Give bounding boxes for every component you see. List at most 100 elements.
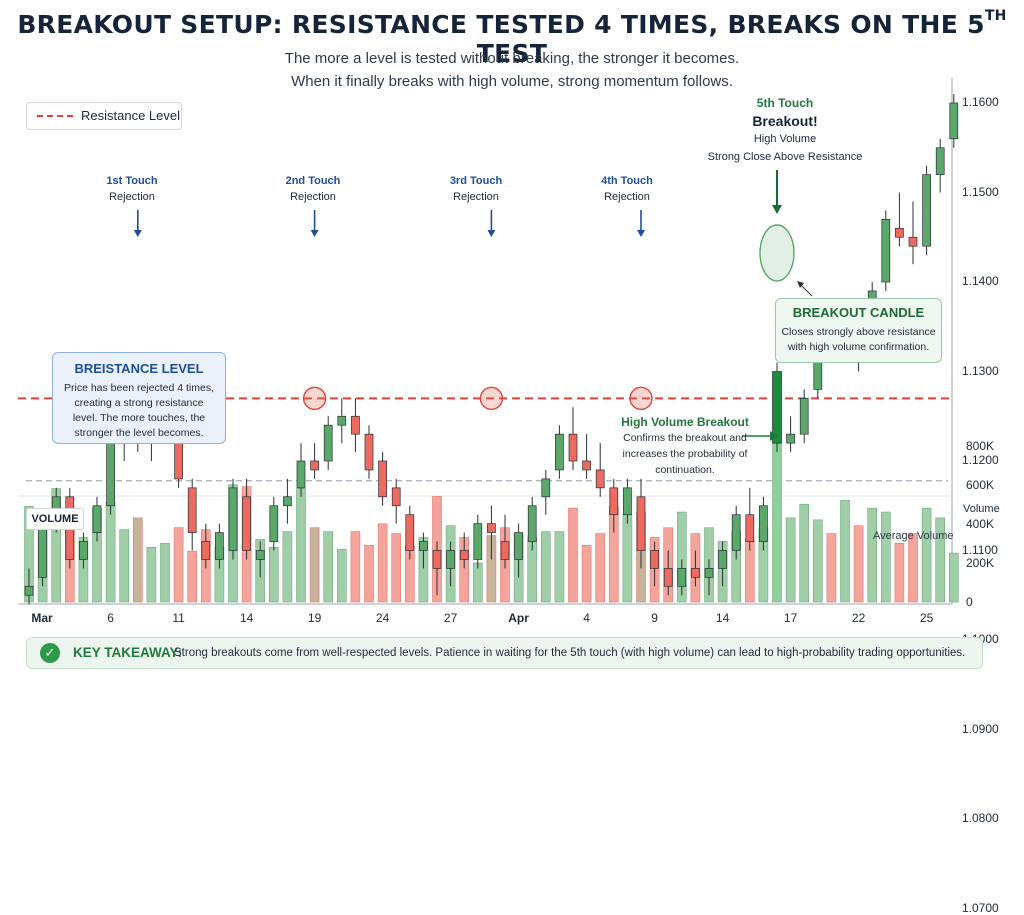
x-tick-label: 6 — [107, 611, 114, 625]
candle-body — [459, 550, 469, 560]
volume-bar — [173, 527, 184, 603]
touch-annotation-1: 1st Touch Rejection — [72, 173, 192, 205]
volume-bar — [364, 544, 374, 603]
fifth-touch-line-2: Strong Close Above Resistance — [707, 151, 863, 163]
volume-tick-label: 200K — [966, 555, 995, 570]
candle-body — [908, 236, 918, 247]
volume-tick-label: 400K — [966, 516, 995, 531]
volume-tick-label: 0 — [966, 595, 973, 609]
candle-body — [922, 174, 931, 247]
volume-bar — [921, 507, 932, 603]
candle-body — [201, 541, 211, 560]
candle-body — [405, 514, 415, 551]
touch-circle — [302, 386, 327, 411]
volume-bar — [391, 533, 402, 603]
touch-title: 4th Touch — [601, 175, 653, 187]
touch-title: 2nd Touch — [285, 175, 341, 187]
title-end: TEST — [476, 39, 548, 68]
candle-body — [79, 541, 88, 560]
resistance-info-box: BREISTANCE LEVEL Price has been rejected… — [52, 352, 226, 444]
volume-bar — [867, 507, 878, 603]
volume-bar — [948, 552, 959, 603]
chart-canvas — [18, 78, 959, 605]
breakout-box-body: Closes strongly above resistance with hi… — [781, 326, 936, 353]
price-tick-label: 1.0700 — [962, 900, 999, 915]
x-tick-label: 4 — [583, 611, 590, 625]
volume-bar — [840, 500, 850, 603]
legend: Resistance Level — [26, 102, 182, 130]
price-tick-label: 1.1100 — [962, 542, 998, 557]
candle-body — [215, 532, 224, 560]
candle-body — [92, 505, 102, 533]
volume-bar — [350, 531, 361, 603]
candle-body — [731, 514, 741, 551]
candle-body — [310, 460, 319, 471]
candle-body — [283, 496, 292, 507]
candle-body — [419, 541, 428, 551]
volume-bar — [105, 501, 116, 603]
candle-body — [269, 505, 279, 542]
price-tick-label: 1.1400 — [962, 274, 999, 288]
key-takeaway-banner: ✓ KEY TAKEAWAY: Strong breakouts come fr… — [26, 637, 983, 669]
x-tick-label: 14 — [239, 611, 254, 625]
high-volume-arrow-head — [770, 431, 778, 441]
x-tick-label: Apr — [508, 611, 529, 625]
volume-axis-title: Volume — [963, 503, 1000, 515]
candle-body — [38, 523, 47, 578]
candle-body — [555, 433, 564, 471]
candle-body — [881, 219, 891, 283]
candle-body — [691, 568, 700, 578]
candle-body — [718, 550, 727, 569]
fifth-touch-headline: Breakout! — [752, 113, 818, 129]
volume-bar — [146, 546, 157, 603]
candle-body — [582, 460, 591, 471]
volume-bar — [540, 531, 551, 603]
candle-body — [364, 433, 374, 471]
volume-bar — [554, 531, 565, 603]
candle-body — [228, 487, 238, 551]
volume-bar — [894, 543, 905, 603]
x-tick-label: 24 — [375, 611, 390, 625]
price-tick-label: 1.1600 — [962, 95, 999, 109]
touch-circle — [629, 386, 653, 411]
price-tick-label: 1.1200 — [962, 453, 999, 467]
x-tick-label: 19 — [307, 611, 322, 625]
check-icon: ✓ — [40, 643, 60, 663]
price-tick-label: 1.0800 — [962, 811, 999, 825]
candle-body — [663, 568, 673, 587]
resistance-box-title: BREISTANCE LEVEL — [74, 361, 204, 376]
volume-bar — [296, 488, 306, 603]
volume-bar — [187, 550, 197, 603]
fifth-touch-line-1: High Volume — [753, 133, 817, 145]
touch-sub: Rejection — [290, 191, 336, 203]
candle-body — [799, 398, 809, 435]
candle-body — [323, 424, 333, 462]
volume-bar — [595, 533, 606, 603]
touch-sub: Rejection — [604, 191, 650, 203]
candle-body — [759, 505, 768, 542]
touch-annotation-2: 2nd Touch Rejection — [253, 173, 373, 205]
x-tick-label: 22 — [851, 611, 866, 625]
candle-body — [473, 523, 483, 560]
breakout-candle-box: BREAKOUT CANDLE Closes strongly above re… — [775, 298, 942, 363]
candle-body — [772, 371, 782, 444]
x-tick-label: 14 — [715, 611, 730, 625]
candle-body — [24, 585, 34, 596]
candle-body — [296, 460, 306, 489]
x-tick-label: 27 — [443, 611, 458, 625]
page-title: BREAKOUT SETUP: RESISTANCE TESTED 4 TIME… — [0, 8, 1024, 68]
legend-dash-line — [37, 115, 73, 117]
volume-bar — [812, 519, 823, 603]
candle-body — [432, 550, 442, 569]
volume-bar — [908, 533, 918, 603]
touch-sub: Rejection — [109, 191, 155, 203]
fifth-touch-title: 5th Touch — [756, 96, 814, 110]
volume-bar — [568, 507, 578, 603]
volume-bar — [323, 531, 334, 603]
candle-body — [745, 514, 755, 542]
candle-body — [636, 496, 646, 551]
touch-circle — [479, 386, 504, 411]
high-volume-body: Confirms the breakout and increases the … — [622, 432, 748, 476]
volume-tick-label: 800K — [966, 438, 995, 453]
candle-body — [650, 550, 659, 569]
